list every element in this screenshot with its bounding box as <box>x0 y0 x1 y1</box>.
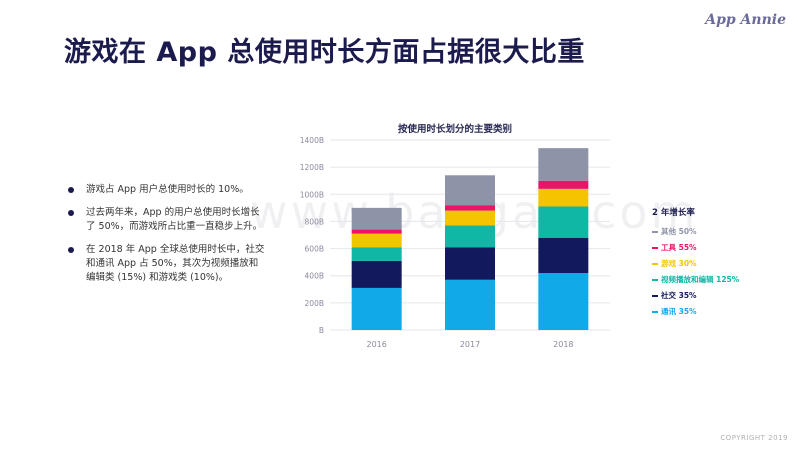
bullet-text: 过去两年来，App 的用户总使用时长增长了 50%，而游戏所占比重一直稳步上升。 <box>86 207 263 232</box>
legend: 2 年增长率 其他 50% 工具 55% 游戏 30% 视频播放和编辑 125% 社交 … <box>652 206 739 320</box>
y-tick-label: 600B <box>305 245 324 254</box>
y-tick-label: 800B <box>305 217 324 226</box>
legend-title: 2 年增长率 <box>652 208 695 218</box>
y-tick-label: 200B <box>305 299 324 308</box>
bar-segment <box>351 207 402 230</box>
legend-label: 视频播放和编辑 125% <box>661 275 740 284</box>
legend-dash-icon <box>652 263 658 265</box>
legend-items: 其他 50% 工具 55% 游戏 30% 视频播放和编辑 125% 社交 35% 通讯 3… <box>652 224 739 320</box>
y-tick-label: 1000B <box>300 190 324 199</box>
app-annie-logo: App Annie <box>705 12 786 28</box>
legend-label: 社交 35% <box>661 291 697 300</box>
bullet-dot-icon <box>68 210 74 216</box>
legend-dash-icon <box>652 279 658 281</box>
legend-item: 通讯 35% <box>652 304 739 320</box>
bar-segment <box>351 229 402 234</box>
x-tick-label: 2018 <box>553 340 573 349</box>
bullet-item: 过去两年来，App 的用户总使用时长增长了 50%，而游戏所占比重一直稳步上升。 <box>66 206 266 234</box>
bar-segment <box>538 273 589 330</box>
bar-segment <box>538 148 589 181</box>
y-tick-label: 1200B <box>300 163 324 172</box>
page-title: 游戏在 App 总使用时长方面占据很大比重 <box>64 37 585 68</box>
legend-dash-icon <box>652 231 658 233</box>
bar-segment <box>351 247 402 261</box>
bar-segment <box>538 206 589 238</box>
x-tick-label: 2017 <box>460 340 480 349</box>
bar-segment <box>445 225 495 248</box>
bar-segment <box>445 247 495 280</box>
chart-container: B 200B 400B 600B 800B 1000B 1200B 1400B 2016 2017… <box>290 115 620 355</box>
bullet-item: 在 2018 年 App 全球总使用时长中，社交和通讯 App 占 50%，其次… <box>66 243 266 285</box>
legend-dash-icon <box>652 311 658 313</box>
bullet-dot-icon <box>68 247 74 253</box>
legend-item: 游戏 30% <box>652 256 739 272</box>
legend-item: 视频播放和编辑 125% <box>652 272 739 288</box>
bullet-text: 在 2018 年 App 全球总使用时长中，社交和通讯 App 占 50%，其次… <box>86 244 265 283</box>
legend-label: 游戏 30% <box>661 259 697 268</box>
legend-label: 其他 50% <box>661 227 697 236</box>
copyright: COPYRIGHT 2019 <box>720 434 788 442</box>
bar-segment <box>538 237 589 273</box>
bar-segment <box>538 180 589 189</box>
bar-segment <box>351 260 402 288</box>
y-tick-label: 1400B <box>300 136 324 145</box>
legend-item: 社交 35% <box>652 288 739 304</box>
stacked-bar-chart: B 200B 400B 600B 800B 1000B 1200B 1400B 2016 2017… <box>300 136 610 349</box>
legend-dash-icon <box>652 295 658 297</box>
legend-label: 工具 55% <box>661 243 697 252</box>
chart-title: 按使用时长划分的主要类别 <box>397 124 512 135</box>
bullet-dot-icon <box>68 187 74 193</box>
legend-item: 其他 50% <box>652 224 739 240</box>
legend-dash-icon <box>652 247 658 249</box>
bar-segment <box>538 188 589 207</box>
bullet-list: 游戏占 App 用户总使用时长的 10%。 过去两年来，App 的用户总使用时长… <box>66 183 266 294</box>
bar-segment <box>445 279 495 330</box>
legend-item: 工具 55% <box>652 240 739 256</box>
bar-segment <box>351 233 402 248</box>
bar-segment <box>445 210 495 226</box>
x-tick-label: 2016 <box>366 340 386 349</box>
bar-segment <box>445 205 495 211</box>
bullet-item: 游戏占 App 用户总使用时长的 10%。 <box>66 183 266 197</box>
y-tick-label: 400B <box>305 272 324 281</box>
legend-label: 通讯 35% <box>661 307 697 316</box>
bar-segment <box>445 175 495 206</box>
bullet-text: 游戏占 App 用户总使用时长的 10%。 <box>86 184 249 195</box>
bar-segment <box>351 287 402 330</box>
y-tick-label: B <box>319 326 324 335</box>
